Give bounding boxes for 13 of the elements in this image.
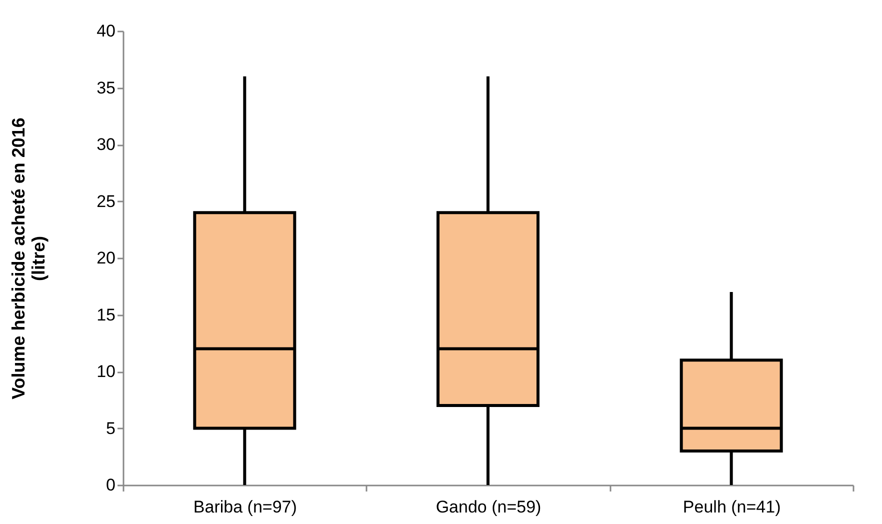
y-tick-label: 0: [106, 476, 116, 494]
y-tick-label: 20: [96, 248, 116, 268]
y-tick-label: 35: [96, 78, 116, 98]
y-axis-title: Volume herbicide acheté en 2016 (litre): [8, 118, 49, 400]
y-tick-label: 25: [96, 192, 116, 211]
y-tick-label: 15: [96, 305, 116, 324]
x-tick-label: Gando (n=59): [436, 498, 542, 516]
x-tick-label: Bariba (n=97): [193, 498, 297, 516]
y-tick-label: 40: [96, 22, 116, 40]
y-tick-label: 10: [96, 362, 116, 381]
y-tick-label: 5: [106, 418, 116, 438]
x-tick-label: Peulh (n=41): [682, 498, 781, 516]
y-tick-label: 30: [96, 135, 116, 154]
